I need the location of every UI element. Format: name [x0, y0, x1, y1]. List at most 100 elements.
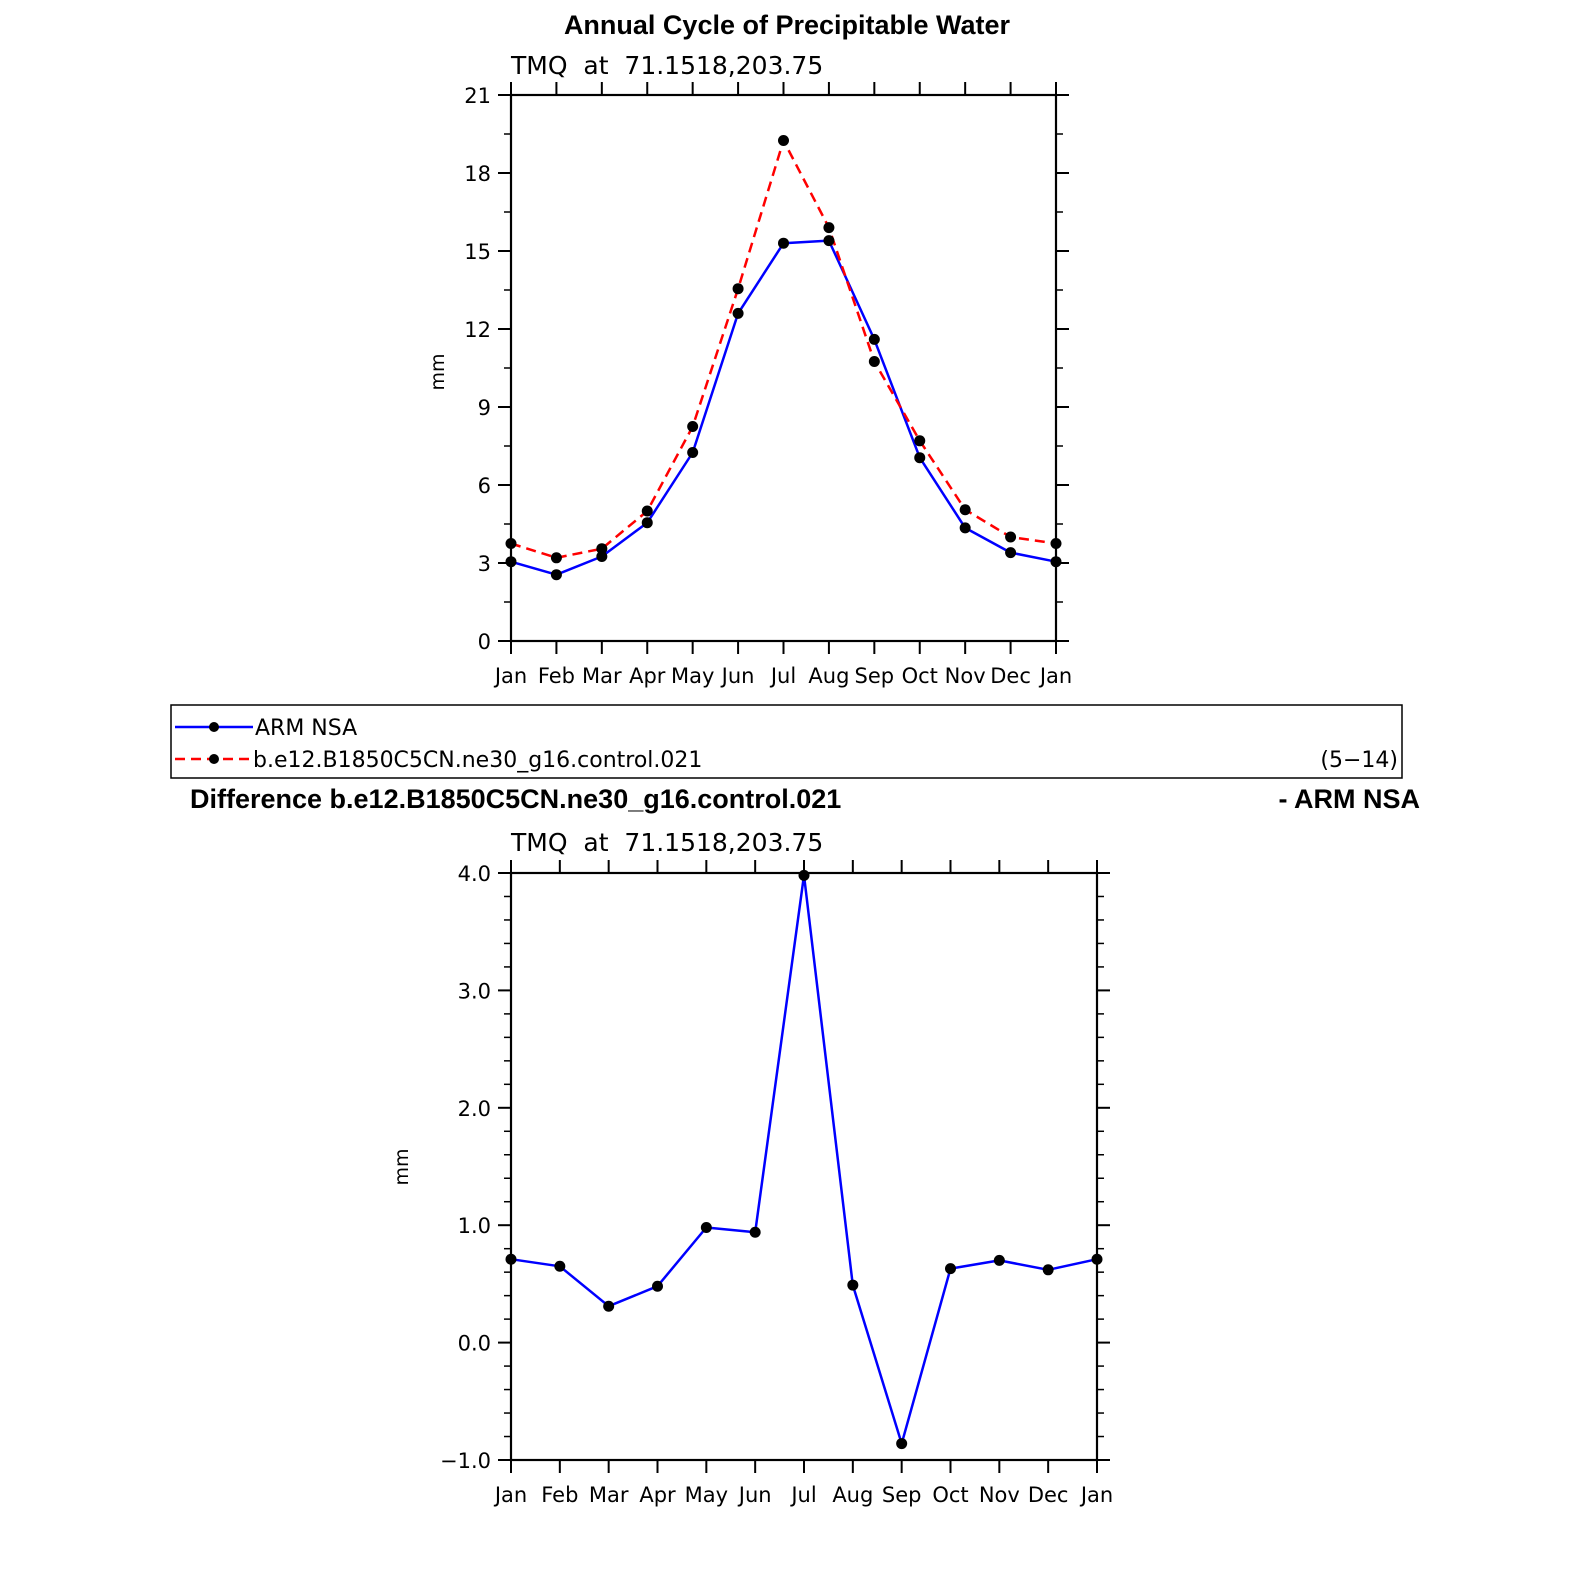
chart1-xtick-label: Feb — [538, 664, 575, 688]
chart2-series-0-point — [896, 1438, 908, 1450]
chart2-ytick-label: 4.0 — [458, 862, 491, 886]
chart2-xtick-label: May — [685, 1483, 728, 1507]
chart1-ytick-label: 9 — [478, 396, 491, 420]
chart1-plot-area: 0 3 6 9 12 15 18 21 Jan Feb Mar Apr May Jun Jul Aug Sep O… — [464, 82, 1072, 688]
chart1-series-0-point — [823, 235, 835, 247]
chart1-xtick-label: Oct — [902, 664, 938, 688]
legend-box — [170, 704, 1403, 779]
legend-marker-arm-nsa — [209, 722, 219, 732]
chart1-series-line-1 — [510, 139, 1057, 560]
chart2-series-0-point — [993, 1254, 1005, 1266]
chart1-xtick-label: Dec — [990, 664, 1031, 688]
chart2-ylabel: mm — [391, 1148, 413, 1185]
chart1-series-0-point — [596, 551, 608, 562]
chart2-xtick-label: Jul — [789, 1483, 816, 1507]
chart2-xtick-label: Feb — [541, 1483, 578, 1507]
chart2-xtick-label: Apr — [639, 1483, 676, 1507]
chart2-ytick-label: −1.0 — [440, 1449, 491, 1473]
chart1-xtick-label: Jul — [769, 664, 796, 688]
chart2-title-right: - ARM NSA — [1279, 784, 1421, 814]
chart1-series-1-point — [868, 356, 880, 367]
chart1-series-1-point — [1005, 531, 1017, 543]
chart1-series-0-point — [1050, 556, 1062, 568]
chart1-xtick-label: May — [671, 664, 714, 688]
chart1-series-1-point — [687, 421, 699, 432]
chart2-xtick-label: Jan — [1079, 1483, 1113, 1507]
chart1-series-1-point — [959, 504, 971, 516]
chart1-series-0-point — [550, 569, 562, 581]
chart1-ytick-label: 6 — [478, 474, 491, 498]
chart2-series-0-point — [798, 869, 810, 881]
chart2-series-0-point — [603, 1300, 615, 1312]
chart2-series-0-point — [749, 1226, 761, 1238]
chart2-xtick-label: Nov — [979, 1483, 1020, 1507]
chart1-series-1-point — [914, 435, 926, 447]
chart2-ytick-label: 1.0 — [458, 1214, 491, 1238]
chart2-xtick-label: Aug — [832, 1483, 873, 1507]
chart1-ytick-label: 21 — [464, 84, 491, 108]
chart1-series-1-point — [732, 283, 744, 295]
chart1-xtick-label: Jan — [493, 664, 527, 688]
chart1-xtick-label: Nov — [945, 664, 986, 688]
chart2-plot-area: −1.0 0.0 1.0 2.0 3.0 4.0 Jan Feb Mar Apr May Jun Jul… — [440, 860, 1113, 1507]
chart1-series-1-point — [505, 538, 517, 549]
chart2-series-0-point — [554, 1260, 566, 1272]
chart1-xtick-label: Mar — [582, 664, 622, 688]
chart2-series-0-point — [505, 1253, 517, 1265]
chart1-legend: ARM NSA b.e12.B1850C5CN.ne30_g16.control… — [170, 704, 1403, 779]
legend-note: (5−14) — [1320, 748, 1398, 773]
chart1-xtick-label: Aug — [808, 664, 849, 688]
legend-label-arm-nsa: ARM NSA — [255, 716, 357, 741]
chart1-series-1-point — [550, 552, 562, 564]
chart2-series-0-point — [700, 1222, 712, 1234]
chart1-series-0-point — [868, 333, 880, 345]
chart1-xtick-label: Jun — [720, 664, 755, 688]
chart1-subtitle: TMQ at 71.1518,203.75 — [510, 51, 823, 80]
chart2-xtick-label: Dec — [1028, 1483, 1069, 1507]
chart1-series-0-point — [505, 556, 517, 568]
chart2-xtick-label: Jun — [737, 1483, 772, 1507]
chart1-series-1-point — [596, 543, 608, 555]
chart1-xtick-label: Sep — [855, 664, 895, 688]
chart2-frame — [509, 871, 1099, 1462]
chart2-xtick-label: Oct — [932, 1483, 968, 1507]
chart2-subtitle: TMQ at 71.1518,203.75 — [510, 828, 823, 857]
chart1-series-0-point — [687, 447, 699, 458]
chart2-series-line-0 — [510, 874, 1098, 1445]
legend-marker-model — [209, 754, 219, 764]
chart1-ytick-label: 18 — [464, 162, 491, 186]
chart2-xtick-label: Mar — [589, 1483, 629, 1507]
chart1-series-1-point — [778, 135, 789, 146]
chart1-series-0-point — [1005, 547, 1017, 559]
chart1-series-1-point — [823, 222, 835, 234]
chart1-ytick-label: 0 — [478, 630, 491, 654]
chart2-xtick-label: Sep — [882, 1483, 922, 1507]
chart1-ylabel: mm — [427, 353, 449, 390]
chart1-ytick-label: 3 — [478, 552, 491, 576]
chart1-series-0-point — [778, 237, 789, 249]
chart1-series-0-point — [959, 522, 971, 534]
chart2-ytick-label: 2.0 — [458, 1097, 491, 1121]
chart2-ytick-label: 3.0 — [458, 979, 491, 1003]
chart2-series-0-point — [1091, 1253, 1103, 1265]
chart1-series-0-point — [641, 517, 653, 529]
chart1-ytick-label: 15 — [464, 240, 491, 264]
chart2-ytick-label: 0.0 — [458, 1332, 491, 1356]
chart1-xtick-label: Apr — [629, 664, 666, 688]
chart1-series-1-point — [641, 505, 653, 517]
chart2-title-left: Difference b.e12.B1850C5CN.ne30_g16.cont… — [190, 784, 841, 814]
chart2-series-0-point — [652, 1280, 663, 1292]
chart1-series-1-point — [1050, 538, 1062, 549]
chart1-xtick-label: Jan — [1038, 664, 1072, 688]
chart1-series-0-point — [914, 452, 926, 464]
chart2-series-0-point — [847, 1279, 859, 1291]
chart2-series-0-point — [945, 1263, 956, 1275]
legend-label-model: b.e12.B1850C5CN.ne30_g16.control.021 — [253, 748, 702, 773]
chart1-title: Annual Cycle of Precipitable Water — [564, 10, 1011, 40]
chart1-ytick-label: 12 — [464, 318, 491, 342]
chart1-series-line-0 — [510, 239, 1057, 576]
chart2-xtick-label: Jan — [493, 1483, 527, 1507]
chart1-series-0-point — [732, 307, 744, 319]
chart2-series-0-point — [1042, 1264, 1054, 1276]
